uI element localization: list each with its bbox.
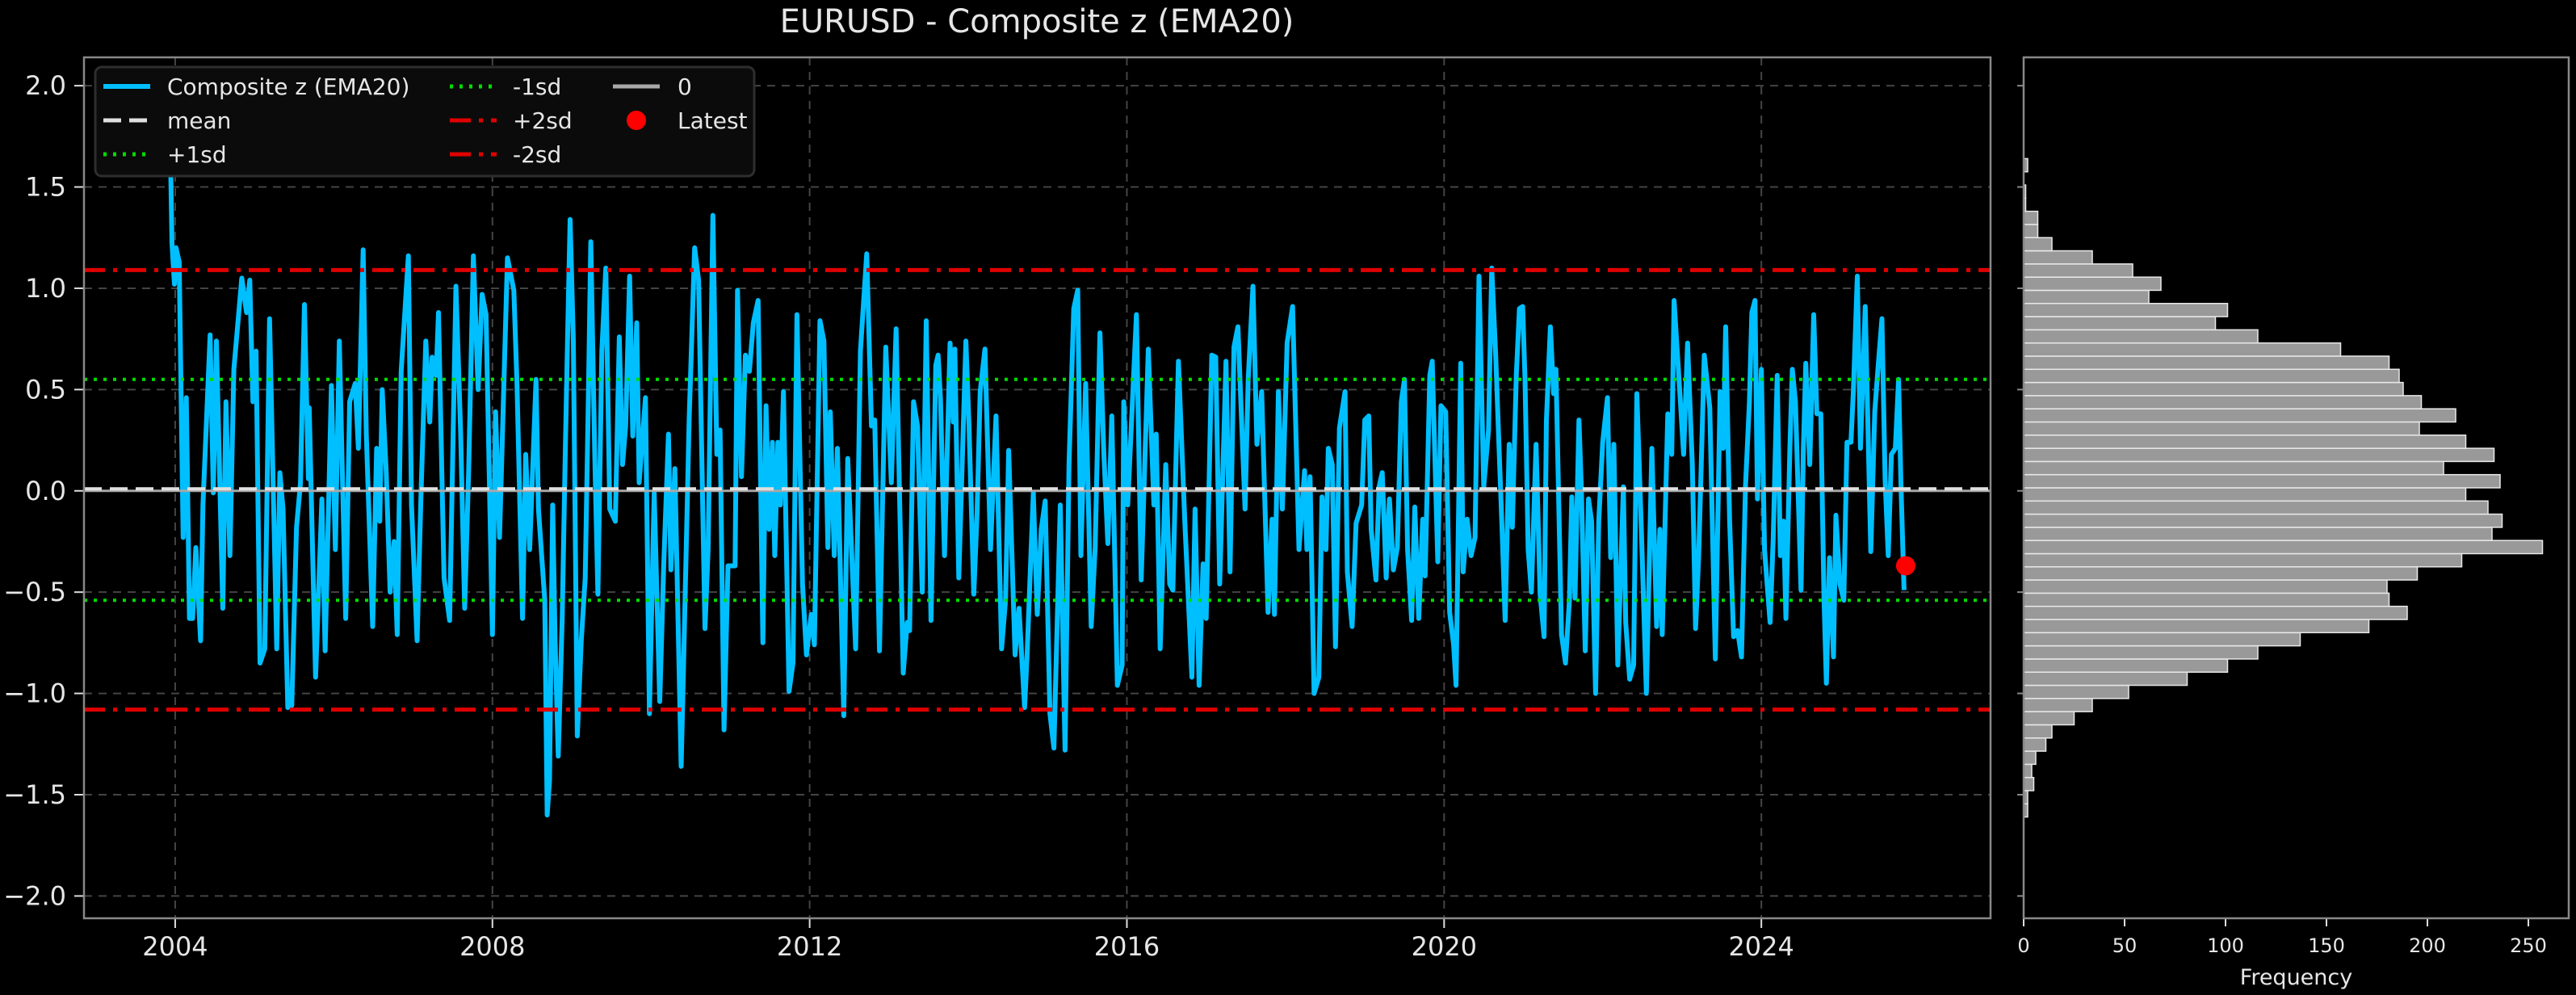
legend-label: +1sd: [167, 141, 227, 168]
histogram-axes-frame: [2022, 56, 2570, 920]
legend-item-latest: Latest: [627, 107, 748, 134]
y-tick-label: 0.5: [25, 374, 66, 405]
legend-label: -2sd: [513, 141, 561, 168]
histogram-x-axis-label: Frequency: [2240, 965, 2353, 990]
y-tick-label: −0.5: [3, 577, 66, 607]
histogram-bar: [2023, 552, 2463, 568]
histogram-bar: [2023, 263, 2133, 278]
histogram-bar: [2023, 619, 2370, 634]
histogram-bar: [2023, 632, 2301, 647]
legend: Composite z (EMA20) mean +1sd -1sd +2sd -2sd 0…: [94, 65, 756, 178]
histogram-bar: [2023, 421, 2420, 436]
legend-label: Latest: [678, 107, 748, 134]
histogram-bar: [2023, 698, 2093, 712]
histogram-bar: [2023, 487, 2467, 502]
y-tick-label: 2.0: [25, 70, 66, 101]
histogram-bar: [2023, 316, 2217, 331]
histogram-bar: [2023, 763, 2033, 779]
histogram-bar: [2023, 276, 2162, 292]
y-tick-label: 1.0: [25, 273, 66, 304]
x-tick-label: 2020: [1412, 931, 1477, 962]
y-tick-label: −2.0: [3, 880, 66, 911]
x-tick-label: 2012: [777, 931, 842, 962]
histogram-bar: [2023, 368, 2400, 384]
histogram-x-tick-label: 250: [2510, 934, 2547, 957]
histogram-bar: [2023, 711, 2075, 726]
histogram-bar: [2023, 737, 2047, 752]
legend-item-0: 0: [613, 73, 692, 100]
latest-point-marker: [1895, 556, 1915, 576]
histogram-bar: [2023, 395, 2423, 409]
histogram-x-tick-label: 150: [2308, 934, 2345, 957]
legend-label: Composite z (EMA20): [167, 73, 409, 100]
legend-item-2sd: +2sd: [450, 107, 573, 134]
histogram-bar: [2023, 566, 2419, 581]
histogram-bar: [2023, 750, 2037, 766]
legend-item-1sd: -1sd: [450, 73, 561, 100]
histogram-bar: [2023, 408, 2456, 423]
histogram-bar: [2023, 355, 2390, 371]
histogram-bar: [2023, 776, 2035, 791]
histogram-bar: [2023, 381, 2404, 397]
main-axes-frame: [82, 56, 1992, 920]
legend-label: +2sd: [513, 107, 573, 134]
histogram-bar: [2023, 342, 2342, 357]
histogram-bar: [2023, 237, 2053, 252]
y-tick-label: −1.5: [3, 779, 66, 810]
histogram-x-tick-label: 50: [2112, 934, 2138, 957]
histogram-bar: [2023, 210, 2039, 225]
x-tick-label: 2008: [459, 931, 525, 962]
legend-item-mean: mean: [103, 107, 231, 134]
composite-z-series-line: [168, 156, 1907, 818]
x-tick-label: 2004: [142, 931, 208, 962]
main-time-series-axes: 2.0 1.5 1.0 0.5 0.0 −0.5 −1.0 −1.5 −2.0 2004 2008 2…: [3, 56, 1992, 962]
legend-item-1sd: +1sd: [103, 141, 227, 168]
chart-title: EURUSD - Composite z (EMA20): [780, 3, 1294, 40]
legend-label: 0: [678, 73, 692, 100]
histogram-bar: [2023, 724, 2053, 739]
y-tick-label: −1.0: [3, 678, 66, 709]
histogram-bar: [2023, 605, 2408, 620]
histogram-x-tick-label: 100: [2207, 934, 2244, 957]
histogram-bar: [2023, 473, 2501, 489]
histogram-x-tick-label: 200: [2409, 934, 2446, 957]
histogram-bar: [2023, 684, 2129, 699]
histogram-bar: [2023, 500, 2489, 515]
histogram-bar: [2023, 671, 2188, 686]
histogram-axes: 0 50 100 150 200 250 Frequency: [2017, 56, 2570, 990]
histogram-bar: [2023, 435, 2467, 449]
histogram-bar: [2023, 592, 2390, 607]
histogram-bar: [2023, 447, 2495, 463]
histogram-bar: [2023, 658, 2229, 673]
histogram-bar: [2023, 539, 2544, 555]
legend-item-composite-z-ema20: Composite z (EMA20): [103, 73, 409, 100]
latest-marker-icon: [627, 111, 646, 130]
histogram-bar: [2023, 303, 2229, 317]
legend-item-2sd: -2sd: [450, 141, 561, 168]
legend-label: -1sd: [513, 73, 561, 100]
histogram-bar: [2023, 644, 2259, 660]
x-tick-label: 2016: [1094, 931, 1160, 962]
legend-box: [94, 65, 756, 178]
histogram-bar: [2023, 460, 2444, 476]
histogram-bar: [2023, 579, 2388, 594]
histogram-bar: [2023, 289, 2150, 304]
histogram-bar: [2023, 329, 2259, 344]
x-tick-label: 2024: [1728, 931, 1794, 962]
legend-label: mean: [167, 107, 231, 134]
histogram-bar: [2023, 224, 2039, 238]
histogram-bar: [2023, 250, 2093, 265]
y-tick-label: 1.5: [25, 172, 66, 203]
histogram-bar: [2023, 513, 2503, 528]
histogram-x-tick-label: 0: [2017, 934, 2029, 957]
y-tick-label: 0.0: [25, 476, 66, 506]
histogram-bar: [2023, 527, 2493, 541]
